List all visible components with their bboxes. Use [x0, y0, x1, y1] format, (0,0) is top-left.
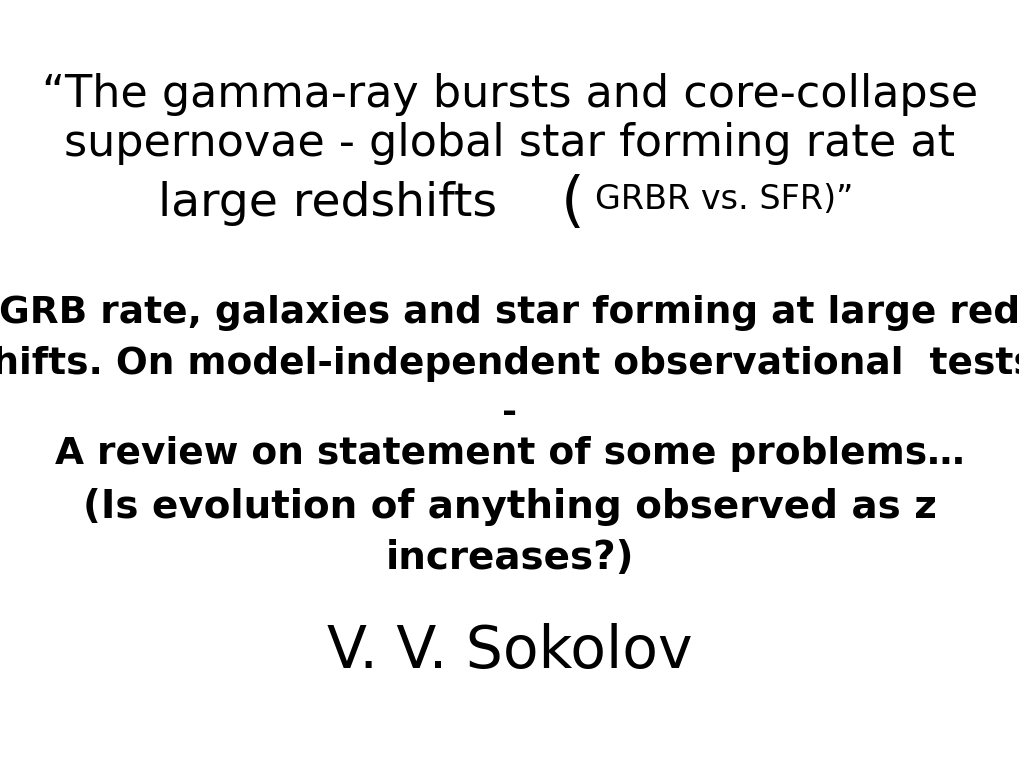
Text: V. V. Sokolov: V. V. Sokolov — [327, 623, 692, 681]
Text: shifts. On model-independent observational  tests.: shifts. On model-independent observation… — [0, 346, 1019, 382]
Text: A review on statement of some problems…: A review on statement of some problems… — [55, 436, 964, 472]
Text: “The gamma-ray bursts and core-collapse: “The gamma-ray bursts and core-collapse — [42, 73, 977, 116]
Text: large redshifts: large redshifts — [158, 181, 541, 226]
Text: increases?): increases?) — [385, 539, 634, 578]
Text: GRB rate, galaxies and star forming at large red: GRB rate, galaxies and star forming at l… — [0, 295, 1019, 330]
Text: (: ( — [560, 174, 584, 233]
Text: supernovae - global star forming rate at: supernovae - global star forming rate at — [64, 122, 955, 165]
Text: (Is evolution of anything observed as z: (Is evolution of anything observed as z — [83, 488, 936, 526]
Text: -: - — [502, 396, 517, 430]
Text: GRBR vs. SFR)”: GRBR vs. SFR)” — [594, 183, 852, 216]
